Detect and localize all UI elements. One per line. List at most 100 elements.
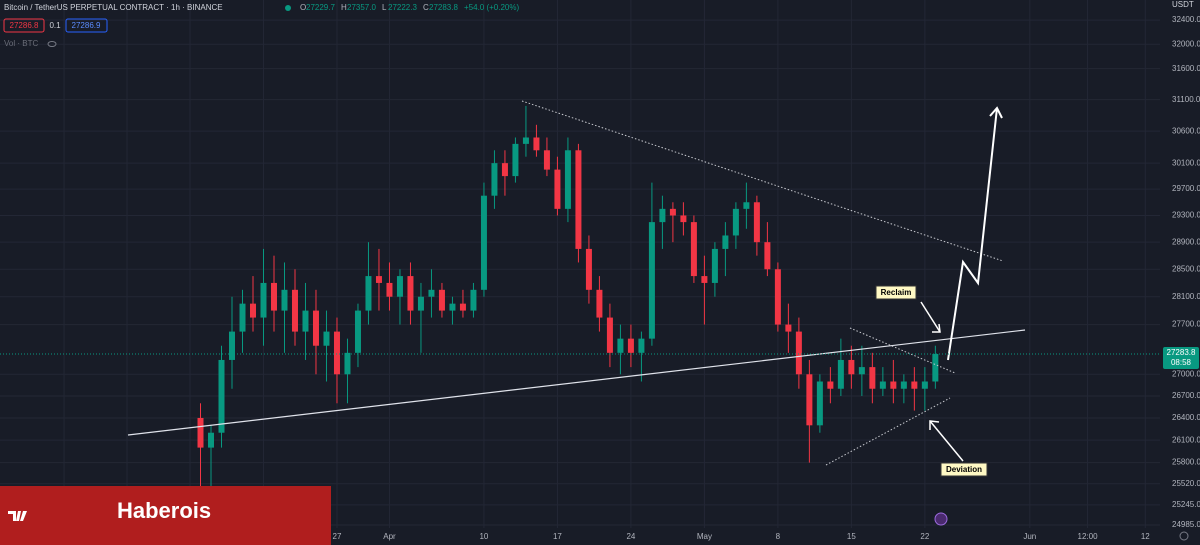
candle-body [690,222,697,277]
candle-body [806,374,813,426]
arrow-head [932,323,941,333]
candle-body [564,150,571,209]
candle-body [291,289,298,332]
y-tick-label: 29700.0 [1172,184,1200,193]
y-tick-label: 27000.0 [1172,369,1200,378]
x-tick-label: Jun [1023,532,1036,541]
candle-body [900,381,907,389]
candle-body [743,202,750,209]
candle-body [837,359,844,389]
candle-body [249,303,256,318]
y-tick-label: 25245.0 [1172,500,1200,509]
watermark-text: Haberois [117,498,211,523]
candle-body [711,248,718,283]
spread: 0.1 [49,21,61,30]
y-axis: 32400.0 32000.0 31600.0 31100.0 30600.0 30100… [1172,15,1200,529]
bid-box[interactable] [3,18,45,33]
candle-body [417,296,424,311]
last-price-tag [1163,346,1199,369]
candle-body [260,282,267,318]
y-tick-label: 31100.0 [1172,95,1200,104]
currency: USDT [1172,0,1194,9]
candle-body [753,202,760,243]
y-tick-label: 26400.0 [1172,413,1200,422]
candle-body [858,367,865,375]
candle-body [239,303,246,332]
y-tick-label: 26700.0 [1172,391,1200,400]
grid [0,0,1160,528]
candle-body [512,143,519,177]
event-icon[interactable] [934,512,948,526]
candle-body [501,163,508,177]
y-tick-label: 31600.0 [1172,64,1200,73]
countdown: 08:58 [1171,358,1192,367]
candle-body [208,432,215,448]
wedge-top [849,327,956,374]
y-tick-label: 25520.0 [1172,479,1200,488]
price-axis [1160,0,1200,545]
support-line [127,329,1026,436]
candle-body [669,208,676,216]
projection-arrow [947,107,998,361]
candle-body [229,331,235,360]
y-tick-label: 28500.0 [1172,264,1200,273]
ohlc-key: O [300,3,306,12]
deviation-box [940,462,988,477]
y-tick-label: 26100.0 [1172,435,1200,444]
ohlc-change: +54.0 (+0.20%) [464,3,519,12]
candle-body [827,381,834,389]
candle-body [302,310,309,332]
arrow-head [929,420,940,430]
candle-body [732,208,739,236]
x-tick-label: 10 [479,532,488,541]
candle-body [543,150,550,170]
y-tick-label: 32000.0 [1172,39,1200,48]
x-tick-label: 8 [776,532,781,541]
candle-body [648,222,655,339]
watermark-box [0,486,331,545]
x-tick-label: May [697,532,712,541]
ohlc-value: 27357.0 [347,3,376,12]
candle-body [638,338,645,353]
y-tick-label: 24985.0 [1172,520,1200,529]
y-tick-label: 28100.0 [1172,292,1200,301]
candle-body [596,289,603,318]
wedge-bottom [825,397,951,466]
candle-body [606,317,613,353]
y-tick-label: 29300.0 [1172,211,1200,220]
candle-body [218,359,225,433]
ohlc-value: 27283.8 [429,3,458,12]
x-tick-label: 24 [626,532,635,541]
deviation-label: Deviation [946,465,982,474]
y-tick-label: 27700.0 [1172,320,1200,329]
x-tick-label: 22 [920,532,929,541]
candle-body [470,289,477,311]
eye-icon[interactable] [47,41,57,47]
candle-body [491,163,498,196]
ask: 27286.9 [72,21,101,30]
reclaim-arrow [920,301,941,333]
candle-body [344,352,351,375]
candle-body [575,150,582,249]
ask-box[interactable] [65,18,108,33]
last-price: 27283.808:58 [0,346,1199,369]
ohlc-key: H [341,3,347,12]
candle-body [879,381,886,389]
candle-body [396,276,403,297]
settings-icon[interactable] [1179,531,1189,541]
bid: 27286.8 [10,21,39,30]
resistance-line [521,100,1004,262]
candle-body [480,195,487,290]
ohlc-value: 27222.3 [388,3,417,12]
x-tick-label: Apr [383,532,396,541]
x-tick-label: 27 [333,532,342,541]
candle-body [281,289,288,311]
candle-body [627,338,634,353]
logo [8,511,27,521]
candle-body [848,359,855,375]
candle-body [438,289,445,311]
x-tick-label: 12 [1141,532,1150,541]
volume-label: Vol · BTC [4,39,38,48]
candles [197,105,939,524]
